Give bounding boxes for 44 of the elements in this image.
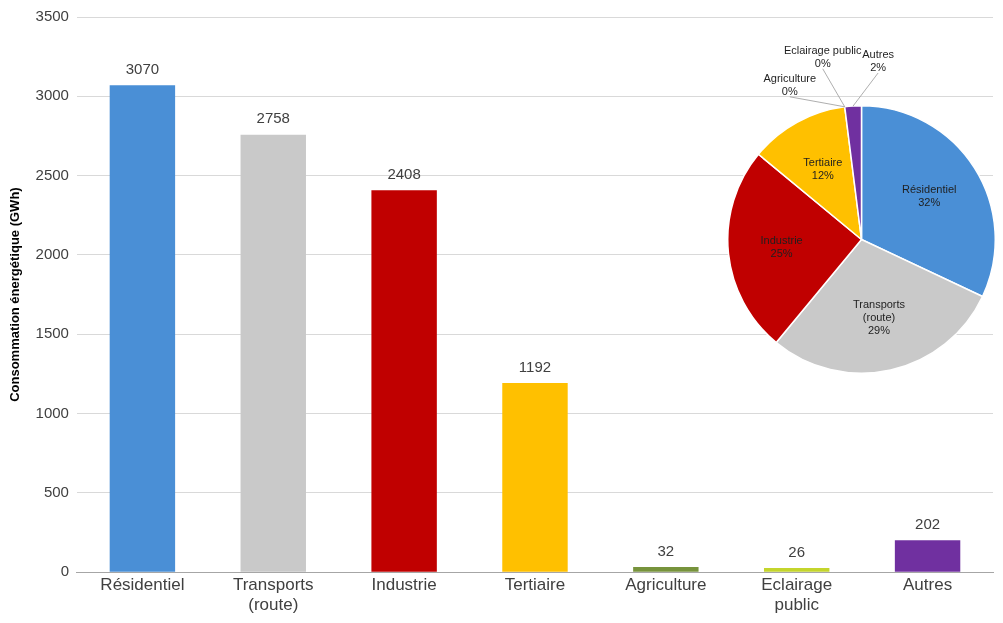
y-tick-label: 500 [43,483,69,501]
x-tick-label: Transports (route) [232,575,314,615]
slice-label: Autres [862,48,895,61]
category-label: Agriculture [763,71,817,84]
data-label: 202 [915,514,941,532]
x-tick-label: Résidentiel [100,575,185,595]
y-tick-label: 3000 [35,86,69,104]
y-tick-label: 1500 [35,324,69,342]
bar [240,134,306,572]
bar [894,540,961,572]
bar [371,190,437,572]
bar [763,568,830,572]
y-tick-label: 2000 [35,245,69,263]
x-tick-label: Industrie [371,575,437,595]
data-label: 26 [788,542,806,560]
slice-label: Résidentiel [902,183,957,196]
x-tick-label: Eclairage public [761,575,833,615]
data-label: 1192 [518,357,552,375]
slice-label: Tertiaire [803,155,843,168]
x-tick-label: Agriculture [625,575,707,595]
y-tick-label: 1000 [35,403,69,421]
data-label: 2% [870,61,887,74]
bar [502,383,568,572]
slice-label: Transports (route) [852,297,906,323]
data-label: 32% [918,196,941,209]
x-tick-label: Tertiaire [504,575,566,595]
data-label: 3070 [125,59,160,77]
data-label: 12% [811,168,835,181]
data-label: 25% [770,246,793,259]
slice-label: Industrie [760,233,803,246]
text: 0% [781,84,798,97]
y-axis-title: Consommation énergétique (GWh) [7,187,23,402]
text: 0% [814,56,831,69]
bar [633,567,699,572]
category-label: Eclairage public [783,43,862,56]
data-label: 2758 [256,109,290,127]
x-tick-label: Autres [903,575,953,595]
y-tick-label: 0 [60,562,69,580]
data-label: 32 [657,541,675,559]
y-tick-label: 3500 [35,7,69,25]
data-label: 29% [867,323,891,336]
bar [109,85,176,572]
data-label: 2408 [387,164,421,182]
y-tick-label: 2500 [35,165,69,183]
